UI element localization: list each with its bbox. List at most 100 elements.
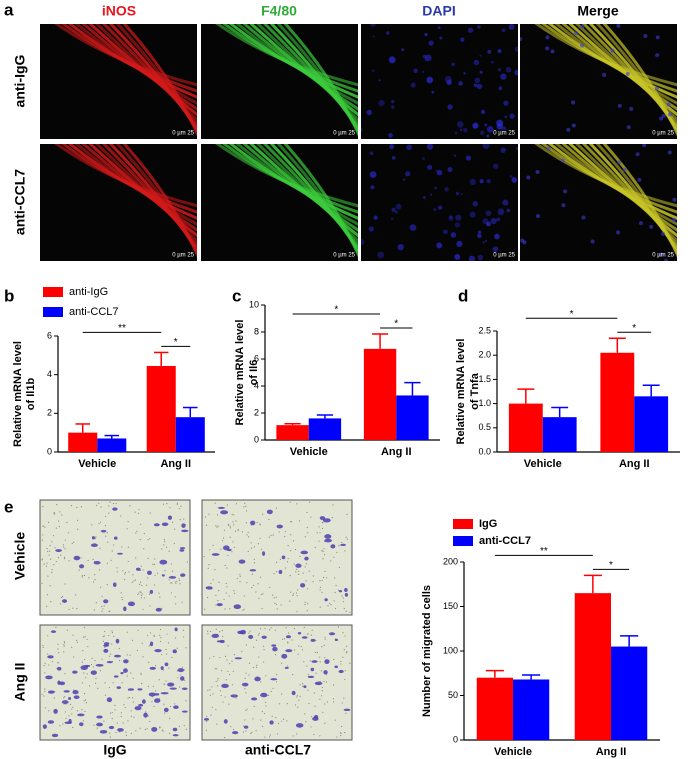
pore: [98, 502, 100, 504]
pore: [319, 580, 321, 582]
pore: [206, 715, 208, 718]
pore: [268, 536, 270, 538]
nucleus: [377, 251, 385, 259]
pore: [58, 520, 60, 522]
cell: [261, 635, 267, 639]
bar: [542, 417, 577, 452]
pore: [286, 703, 288, 705]
cell: [303, 685, 307, 689]
y-tick-label: 0.5: [478, 422, 491, 432]
cell: [204, 718, 209, 721]
cell: [172, 727, 178, 732]
cell: [50, 630, 57, 634]
tissue-fiber: [575, 144, 677, 243]
legend-label: anti-CCL7: [69, 306, 119, 318]
pore: [301, 685, 304, 687]
pore: [84, 710, 86, 713]
pore: [148, 645, 150, 647]
pore: [318, 526, 320, 528]
pore: [341, 595, 343, 597]
pore: [221, 630, 223, 632]
pore: [108, 634, 110, 637]
pore: [261, 607, 263, 610]
nucleus: [503, 100, 509, 106]
pore: [42, 646, 44, 648]
pore: [109, 732, 111, 734]
pore: [226, 504, 229, 506]
nucleus: [465, 155, 472, 161]
pore: [229, 536, 231, 538]
pore: [215, 525, 217, 527]
cell: [272, 646, 278, 652]
pore: [207, 689, 209, 691]
pore: [124, 579, 126, 581]
pore: [159, 634, 161, 636]
pore: [242, 609, 244, 611]
y-tick-label: 4: [254, 380, 259, 390]
micrograph: 0 µm 25: [361, 24, 518, 139]
pore: [44, 688, 46, 690]
pore: [264, 736, 266, 738]
pore: [287, 641, 289, 643]
pore: [300, 645, 302, 648]
pore: [223, 598, 225, 600]
pore: [232, 541, 234, 543]
pore: [129, 505, 131, 507]
pore: [121, 682, 123, 684]
pore: [295, 568, 298, 570]
pore: [257, 634, 260, 636]
cell: [159, 559, 168, 565]
pore: [231, 684, 234, 686]
cell: [113, 675, 119, 678]
bar: [68, 432, 98, 452]
pore: [307, 633, 309, 635]
pore: [111, 718, 113, 720]
pore: [215, 628, 217, 630]
pore: [217, 677, 219, 680]
pore: [313, 733, 315, 736]
pore: [176, 502, 179, 504]
pore: [179, 686, 181, 688]
cell: [269, 720, 274, 725]
cell: [100, 529, 107, 533]
pore: [319, 661, 321, 663]
nucleus: [520, 238, 525, 243]
bar: [175, 417, 205, 452]
pore: [159, 628, 162, 631]
pore: [214, 569, 216, 571]
cell: [63, 690, 70, 693]
pore: [292, 594, 294, 597]
nucleus: [446, 80, 452, 85]
pore: [290, 534, 292, 536]
nucleus: [454, 254, 461, 260]
pore: [101, 605, 103, 608]
pore: [49, 550, 51, 552]
cell: [95, 663, 104, 667]
cell: [226, 548, 232, 552]
pore: [340, 663, 342, 665]
cell: [281, 555, 286, 560]
pore: [64, 583, 66, 585]
pore: [65, 717, 67, 719]
pore: [335, 584, 337, 587]
pore: [170, 582, 172, 584]
pore: [314, 651, 316, 654]
nucleus: [658, 252, 663, 257]
pore: [62, 723, 64, 725]
nucleus: [486, 126, 494, 133]
pore: [154, 558, 156, 560]
pore: [307, 532, 309, 534]
pore: [224, 736, 226, 739]
pore: [108, 686, 110, 689]
pore: [135, 532, 137, 534]
pore: [243, 725, 245, 727]
nucleus: [479, 130, 485, 135]
nucleus: [477, 25, 481, 29]
pore: [81, 576, 83, 578]
pore: [275, 571, 278, 573]
pore: [229, 525, 231, 527]
pore: [292, 735, 294, 737]
cell: [177, 668, 185, 673]
pore: [294, 548, 297, 551]
pore: [281, 662, 283, 664]
